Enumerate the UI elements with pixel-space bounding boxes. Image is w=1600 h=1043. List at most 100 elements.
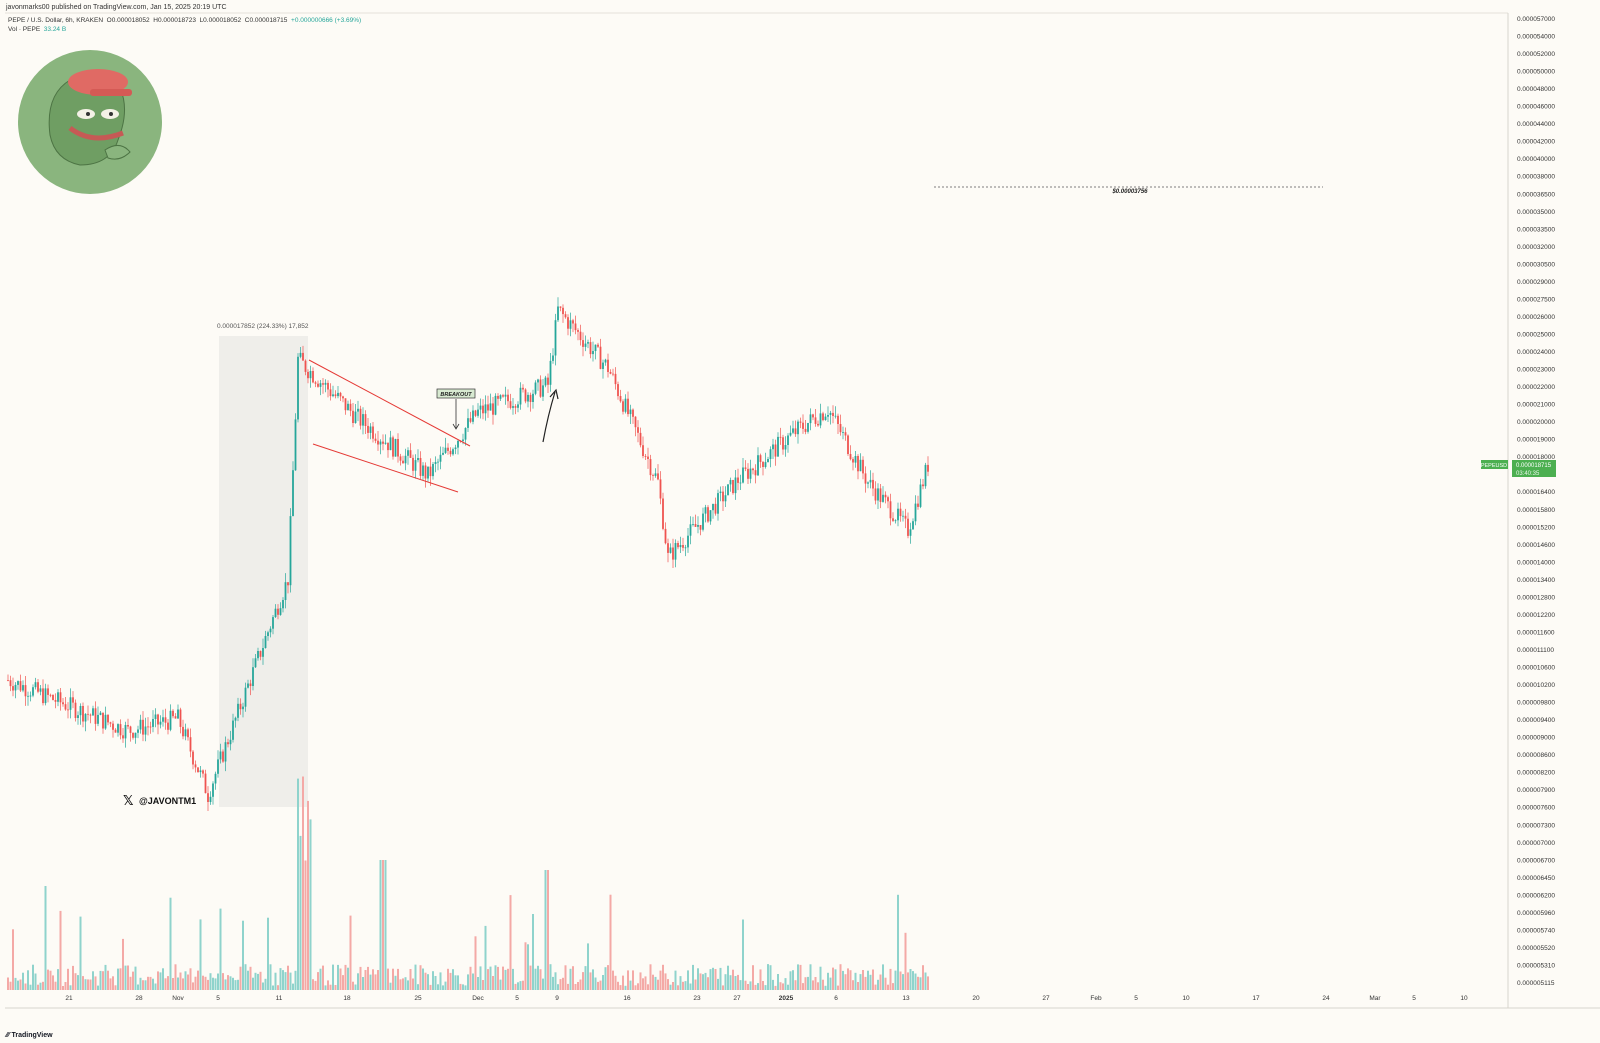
volume-series	[7, 776, 929, 990]
price-tick-label: 0.000040000	[1517, 156, 1555, 163]
candle-body	[719, 491, 722, 493]
candle-body	[632, 409, 634, 417]
volume-bar	[802, 983, 804, 990]
candle-body	[247, 683, 249, 688]
volume-bar	[607, 965, 609, 990]
candle-body	[727, 484, 729, 496]
candle-body	[899, 508, 902, 517]
price-tick-label: 0.000005310	[1517, 963, 1555, 970]
time-tick-label: 5	[515, 995, 519, 1002]
volume-bar	[664, 973, 667, 990]
volume-bar	[624, 985, 627, 990]
candle-body	[79, 706, 82, 716]
volume-bar	[519, 981, 522, 990]
volume-bar	[877, 979, 879, 990]
tv-brand-label: TradingView	[11, 1032, 53, 1039]
volume-bar	[612, 970, 614, 990]
volume-bar	[367, 966, 369, 990]
volume-bar	[52, 975, 54, 990]
candle-body	[419, 458, 422, 476]
price-tick-label: 0.000030500	[1517, 261, 1555, 268]
candle-body	[124, 725, 127, 739]
breakout-badge	[436, 388, 476, 399]
candle-body	[362, 414, 364, 426]
symbol-tag-label: PEPEUSD	[1481, 463, 1507, 469]
volume-bar	[162, 968, 164, 990]
price-axis[interactable]: 0.000057000 0.000054000 0.000052000 0.00005…	[1517, 16, 1555, 987]
curved-up-arrow-head	[549, 388, 559, 400]
volume-bar	[427, 974, 429, 990]
volume-bar	[294, 970, 297, 990]
volume-bar	[47, 969, 49, 990]
volume-bar	[404, 977, 407, 990]
price-tick-label: 0.000010200	[1517, 682, 1555, 689]
open-value: O0.000018052	[106, 17, 150, 24]
candle-body	[302, 352, 304, 361]
candle-body	[914, 503, 917, 522]
volume-bar	[474, 936, 477, 990]
price-tick-label: 0.000018000	[1517, 454, 1555, 461]
volume-bar	[432, 971, 434, 990]
volume-bar	[809, 964, 812, 990]
volume-label: Vol · PEPE	[8, 26, 41, 33]
volume-bar	[299, 835, 302, 990]
price-tick-label: 0.000007900	[1517, 787, 1555, 794]
time-axis[interactable]: 21 28 Nov 5 11 18 25 Dec 5 9 16 23 27 2025 6 13 20 27 Feb 5…	[65, 995, 1468, 1002]
candle-body	[9, 680, 12, 687]
close-value: C0.000018715	[244, 17, 288, 24]
price-tick-label: 0.000015800	[1517, 507, 1555, 514]
time-tick-label: 13	[902, 995, 910, 1002]
candle-body	[627, 398, 629, 415]
candle-body	[454, 447, 457, 450]
candle-body	[597, 344, 599, 347]
volume-bar	[414, 964, 417, 990]
candle-body	[214, 773, 217, 784]
price-tick-label: 0.000054000	[1517, 34, 1555, 41]
volume-bar	[437, 984, 439, 990]
volume-bar	[7, 977, 9, 990]
price-tick-label: 0.000042000	[1517, 139, 1555, 146]
volume-bar	[882, 964, 884, 990]
candle-body	[234, 717, 237, 721]
time-tick-label: Mar	[1369, 995, 1381, 1002]
candle-body	[442, 452, 444, 455]
volume-bar	[67, 968, 69, 990]
volume-bar	[779, 982, 782, 990]
tradingview-logo[interactable]: ⁄⁄⁄ TradingView	[6, 1032, 53, 1039]
volume-bar	[244, 964, 247, 990]
volume-bar	[127, 965, 129, 990]
candle-body	[139, 719, 142, 730]
volume-bar	[754, 984, 757, 990]
candle-body	[587, 342, 589, 344]
volume-bar	[209, 973, 212, 990]
price-tick-label: 0.000005960	[1517, 910, 1555, 917]
volume-bar	[547, 870, 549, 990]
price-tick-label: 0.000044000	[1517, 121, 1555, 128]
volume-bar	[212, 977, 214, 990]
candle-body	[347, 403, 349, 411]
candle-body	[452, 449, 454, 455]
candle-body	[544, 377, 547, 386]
candle-body	[767, 459, 769, 463]
volume-bar	[482, 980, 484, 990]
price-tick-label: 0.000033500	[1517, 226, 1555, 233]
current-price-tag: PEPEUSD 0.000018715 03:40:35	[1481, 460, 1556, 477]
volume-bar	[652, 974, 654, 990]
volume-bar	[27, 970, 29, 990]
volume-bar	[502, 966, 504, 990]
volume-bar	[372, 969, 374, 990]
candle-body	[182, 726, 184, 737]
candle-body	[644, 456, 647, 457]
volume-bar	[147, 976, 149, 990]
price-tag-bg	[1512, 460, 1556, 477]
volume-bar	[689, 983, 692, 990]
time-tick-label: Feb	[1090, 995, 1102, 1002]
volume-bar	[122, 938, 124, 990]
volume-bar	[107, 970, 109, 990]
candle-body	[402, 460, 404, 464]
high-value: H0.000018723	[153, 17, 196, 24]
candle-body	[659, 479, 662, 499]
candle-body	[137, 729, 139, 733]
volume-bar	[532, 914, 534, 990]
